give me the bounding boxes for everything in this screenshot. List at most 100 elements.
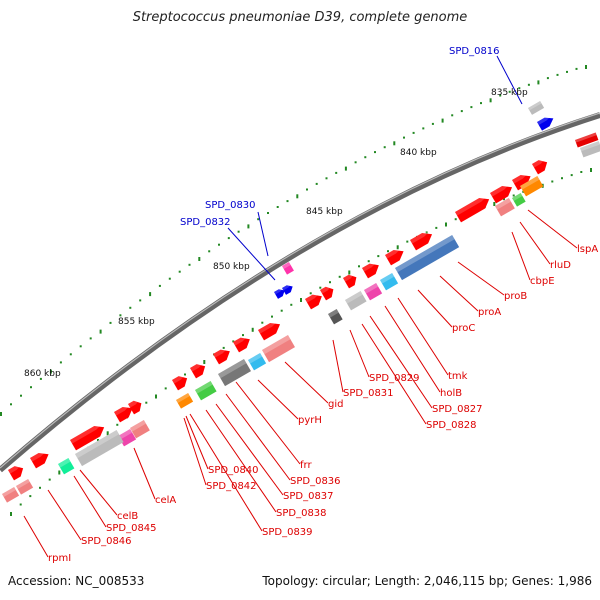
tick-dot [454, 218, 457, 221]
tick-dot [178, 270, 181, 273]
tick-dot [69, 353, 72, 356]
scale-label: 835 kbp [491, 88, 528, 98]
gene-label[interactable]: SPD_0836 [290, 476, 341, 487]
gene-label[interactable]: cbpE [530, 276, 555, 287]
scale-labels: 835 kbp 840 kbp 845 kbp 850 kbp 855 kbp … [24, 88, 528, 379]
leader-line [349, 329, 370, 378]
gene-label[interactable]: SPD_0842 [206, 481, 257, 492]
tick-dot [377, 255, 380, 258]
gene-label[interactable]: SPD_0845 [106, 523, 157, 534]
gene-label[interactable]: celB [117, 511, 138, 522]
tick-dot [435, 226, 438, 229]
tick-dot [348, 270, 351, 275]
gene-label[interactable]: SPD_0846 [81, 536, 132, 547]
tick-dot [145, 401, 148, 404]
gene-label[interactable]: rpmI [48, 553, 71, 564]
tick-dot [546, 77, 549, 80]
leader-line [133, 447, 156, 500]
tick-dot [590, 168, 592, 172]
gene-label[interactable]: proA [478, 307, 501, 318]
gene-label[interactable]: SPD_0831 [343, 388, 394, 399]
gene-label[interactable]: SPD_0838 [276, 508, 327, 519]
gene-label[interactable]: lspA [577, 244, 598, 255]
tick-dot [30, 386, 32, 389]
gene-label[interactable]: rluD [550, 260, 571, 271]
tick-dot [374, 151, 376, 154]
scale-label: 850 kbp [213, 262, 250, 272]
tick-dot [296, 194, 299, 199]
tick-dot [164, 387, 167, 390]
gene-label[interactable]: gid [328, 399, 343, 410]
gene-label[interactable]: SPD_0827 [432, 404, 483, 415]
leader-line [189, 413, 263, 532]
tick-dot [89, 337, 92, 340]
genome-stats-text: Topology: circular; Length: 2,046,115 bp… [262, 574, 592, 588]
tick-dot [116, 423, 119, 426]
leader-line [511, 231, 531, 281]
gene-label[interactable]: holB [440, 388, 462, 399]
tick-dot [280, 309, 283, 312]
gene-arrow [172, 374, 188, 391]
tick-dot [198, 257, 201, 261]
leader-line [417, 289, 453, 328]
leader-line [361, 323, 427, 425]
tick-dot [566, 70, 568, 73]
gene-block [512, 193, 526, 207]
tick-dot [537, 80, 540, 85]
tick-dot [232, 340, 235, 343]
gene-label[interactable]: celA [155, 495, 176, 506]
gene-arrow [190, 362, 206, 379]
tick-dot [48, 478, 51, 481]
leader-line [227, 227, 276, 281]
gene-label[interactable]: SPD_0839 [262, 527, 313, 538]
gene-label[interactable]: SPD_0816 [449, 46, 500, 57]
leader-line [257, 211, 269, 257]
tick-dot [106, 431, 109, 436]
tick-dot [257, 218, 260, 221]
gene-arrow [213, 347, 230, 365]
tick-dot [276, 206, 279, 208]
tick-dot [99, 329, 102, 334]
gene-block [2, 487, 20, 503]
gene-label[interactable]: frr [300, 460, 312, 471]
tick-dot [119, 314, 122, 317]
tick-dot [129, 306, 132, 309]
gene-label[interactable]: SPD_0830 [205, 200, 256, 211]
tick-dot [480, 102, 482, 105]
gene-label[interactable]: SPD_0840 [208, 465, 259, 476]
leader-line [235, 381, 301, 465]
gene-block [380, 273, 399, 291]
scale-label: 845 kbp [306, 207, 343, 217]
leader-line [47, 489, 82, 541]
gene-label[interactable]: SPD_0829 [369, 373, 420, 384]
gene-label[interactable]: proB [504, 291, 527, 302]
tick-dot [522, 190, 525, 193]
gene-block [520, 176, 544, 197]
gene-label[interactable]: SPD_0828 [426, 420, 477, 431]
gene-label[interactable]: tmk [448, 371, 468, 382]
gene-arrow [385, 247, 404, 266]
gene-arrow [233, 335, 250, 353]
gene-arrow [320, 285, 334, 301]
tick-dot [0, 412, 2, 416]
leader-line [519, 221, 551, 265]
tick-dot [499, 94, 502, 97]
gene-block [195, 381, 217, 401]
tick-dot [338, 275, 341, 278]
gene-label[interactable]: SPD_0837 [283, 491, 334, 502]
gene-label[interactable]: proC [452, 323, 475, 334]
accession-text: Accession: NC_008533 [8, 574, 145, 588]
gene-label[interactable]: pyrH [298, 415, 322, 426]
tick-dot [39, 486, 41, 489]
leader-line [73, 475, 107, 528]
map-title: Streptococcus pneumoniae D39, complete g… [132, 10, 468, 25]
tick-dot [425, 231, 428, 234]
tick-dot [315, 182, 318, 185]
tick-dot [208, 250, 211, 253]
gene-features [2, 101, 600, 503]
gene-arrow [282, 284, 293, 295]
tick-dot [518, 87, 521, 90]
tick-dot [445, 222, 447, 227]
tick-dot [19, 503, 22, 506]
gene-label[interactable]: SPD_0832 [180, 217, 231, 228]
